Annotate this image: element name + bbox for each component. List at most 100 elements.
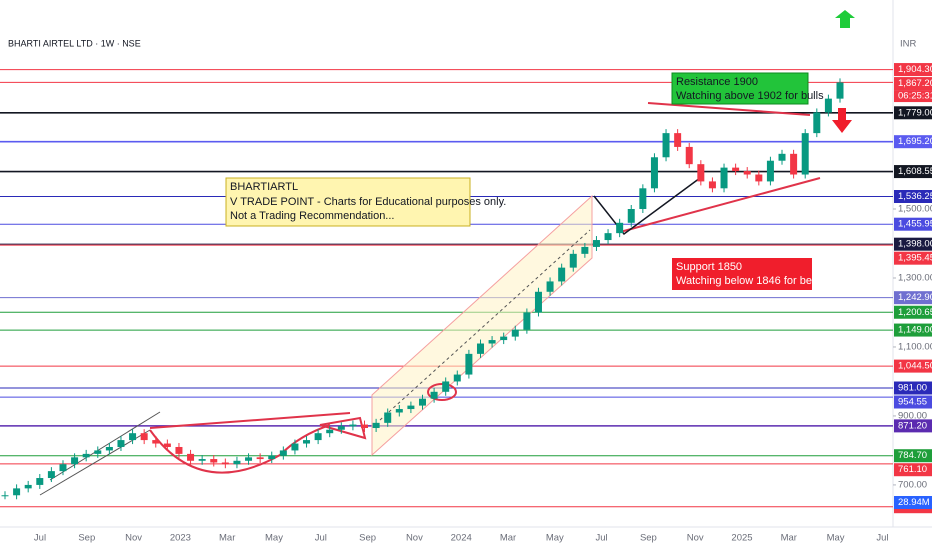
level-label: 1,395.45 [898,253,932,264]
resistance-line [647,102,811,116]
candle [349,424,357,427]
x-tick-label: Jul [876,533,888,544]
rim-line [149,412,351,429]
note-line: V TRADE POINT - Charts for Educational p… [230,196,506,208]
candle [720,167,728,189]
candle [743,171,751,175]
support-line [619,177,821,233]
candle [337,426,345,430]
candle [592,240,600,247]
candle [778,153,786,161]
x-tick-label: Sep [359,533,376,544]
candle [105,446,113,451]
level-label: 1,779.00 [898,107,932,118]
support-box [672,258,812,290]
candle [59,464,67,472]
candle [82,453,90,458]
candle [291,443,299,451]
x-tick-label: May [265,533,283,544]
candle [13,488,21,496]
volume-badge [894,496,932,509]
candle [419,398,426,406]
candle [685,146,693,165]
level-label: 1,200.65 [898,307,932,318]
level-badge [894,449,932,463]
level-badge [894,359,932,373]
x-tick-label: Jul [596,533,608,544]
level-badge [894,190,932,204]
y-tick-label: 1,100.00 [898,341,932,352]
level-label: 981.00 [898,383,927,394]
candle [245,457,253,461]
candle [801,133,809,175]
candles [1,78,844,500]
currency: INR [900,39,917,50]
x-tick-label: Mar [781,533,797,544]
candle [604,233,612,241]
x-tick-label: 2024 [451,533,472,544]
level-label: 954.55 [898,397,927,408]
candle [697,164,705,182]
chart-title: BHARTI AIRTEL LTD · 1W · NSE [8,38,141,48]
candle [279,450,287,456]
candle [558,267,566,282]
level-badge [894,135,932,149]
candle [824,98,832,113]
level-badge [894,291,932,305]
level-label: 1,608.55 [898,166,932,177]
level-label: 784.70 [898,450,927,461]
candle [465,353,473,375]
candle [650,157,658,189]
candle [488,340,496,344]
candle [569,253,577,268]
channel [371,194,593,457]
level-badge [894,463,932,477]
trend-line [49,411,161,481]
level-label: 1,149.00 [898,325,932,336]
candle [187,453,195,461]
level-label: 1,044.50 [898,361,932,372]
candle [1,495,9,497]
candle [198,459,206,461]
candle [140,433,148,441]
resistance-line-1: Resistance 1900 [676,76,758,88]
candle [233,460,241,465]
level-badge [894,381,932,395]
candle [581,246,589,254]
x-tick-label: Jul [34,533,46,544]
level-badge [894,106,932,120]
up-arrow [835,10,855,28]
candle [732,167,740,172]
circle [427,383,457,401]
candle [627,209,635,223]
candle [523,312,531,330]
down-arrow [832,108,852,133]
level-badge [894,305,932,319]
candle [755,174,763,182]
level-label: 761.10 [898,464,927,475]
x-tick-label: Mar [219,533,235,544]
x-tick-label: Nov [406,533,423,544]
candle [94,450,102,454]
candle [175,446,183,454]
candle [442,381,450,392]
candle [453,374,461,382]
resistance-line-2: Watching above 1902 for bulls [676,90,824,102]
x-tick-label: 2025 [731,533,752,544]
channel-mid [379,229,591,421]
level-badge [894,323,932,337]
x-tick-label: Jul [315,533,327,544]
candle [511,329,519,337]
candle [534,291,542,313]
level-label: 1,242.90 [898,292,932,303]
candle [256,457,264,460]
x-tick-label: Nov [125,533,142,544]
y-tick-label: 700.00 [898,479,927,490]
x-tick-label: May [827,533,845,544]
candle [36,478,44,485]
level-badge [894,217,932,231]
y-tick-label: 1,500.00 [898,204,932,215]
candle [361,424,369,429]
candle [372,422,380,429]
